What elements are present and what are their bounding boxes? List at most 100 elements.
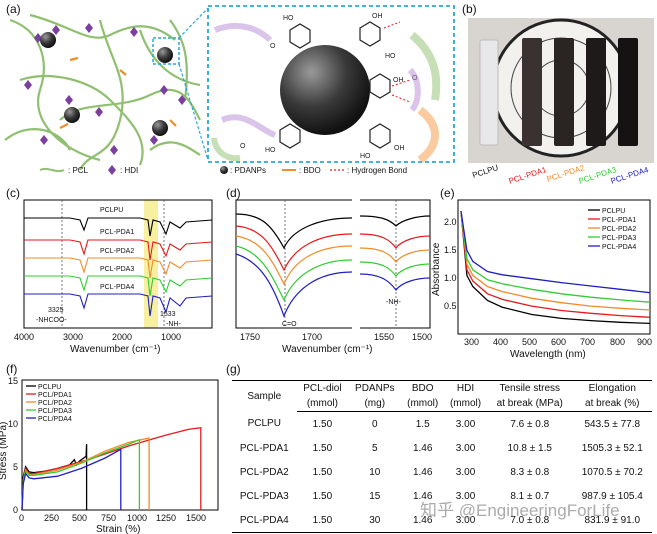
uv-series-5 xyxy=(460,211,651,294)
stress-strain-chart: 0 5 10 15 0 250 500 750 1000 1250 1500 S… xyxy=(0,376,219,534)
panel-label-f: (f) xyxy=(6,362,18,376)
label-ho-3: HO xyxy=(265,147,276,154)
table-header-elongation: Elongation xyxy=(572,380,652,396)
uv-series-4 xyxy=(460,211,651,303)
table-row: PCLPU 1.50 0 1.5 3.00 7.6 ± 0.8 543.5 ± 77.8 xyxy=(232,412,652,437)
svg-text:1700: 1700 xyxy=(302,332,322,342)
pdanp-large-sphere xyxy=(280,45,370,135)
svg-text:3000: 3000 xyxy=(63,332,83,342)
uv-legend-pda1: PCL-PDA1 xyxy=(602,217,636,224)
table-cell: 8.3 ± 0.8 xyxy=(510,466,550,478)
table-cell: 543.5 ± 77.8 xyxy=(584,418,641,430)
zoom-detail-frame xyxy=(207,5,455,163)
table-cell: 3.00 xyxy=(455,418,476,430)
uv-chart: 0.5 1.0 1.5 2.0 300 400 500 600 700 800 … xyxy=(431,199,652,360)
table-cell: 8.1 ± 0.7 xyxy=(510,490,550,502)
svg-text:10: 10 xyxy=(8,419,18,429)
table-cell: 10.8 ± 1.5 xyxy=(507,442,552,454)
table-header-hdi: HDI xyxy=(444,380,487,396)
table-cell: 831.9 ± 91.0 xyxy=(572,508,652,533)
table-row: PCL-PDA4 1.50 30 1.46 3.00 7.0 ± 0.8 831.9 ± 9… xyxy=(232,508,652,533)
svg-text:4000: 4000 xyxy=(14,332,34,342)
svg-text:2.0: 2.0 xyxy=(444,217,457,227)
label-o-2: O xyxy=(240,143,246,150)
panel-label-d: (d) xyxy=(226,186,241,200)
table-header-bdo: BDO xyxy=(401,380,445,396)
panel-label-c: (c) xyxy=(6,186,20,200)
table-cell: 1.50 xyxy=(312,418,333,430)
ftir-trace-pda2 xyxy=(24,257,213,279)
hdi-chain-bottom xyxy=(220,114,277,138)
stress-legend: PCLPU PCL/PDA1 PCL/PDA2 PCL/PDA3 PCL/PDA… xyxy=(26,384,72,423)
stress-legend-pclpu: PCLPU xyxy=(38,384,61,391)
table-cell: 5 xyxy=(371,442,378,454)
table-cell: 1.46 xyxy=(412,466,433,478)
stress-y-label: Stress (MPa) xyxy=(0,422,9,480)
table-cell: PCL-PDA1 xyxy=(239,442,289,454)
legend-hdi: : HDI xyxy=(120,166,138,175)
stress-legend-pda2: PCL/PDA2 xyxy=(38,400,72,407)
uv-series-1 xyxy=(460,211,651,325)
hdi-chain-right xyxy=(407,67,421,112)
table-cell: 1.50 xyxy=(312,490,333,502)
table-cell: 1070.5 ± 70.2 xyxy=(581,466,643,478)
label-ho-1: HO xyxy=(283,15,294,22)
ftir-trace-pda1 xyxy=(24,239,213,261)
label-ho-4: HO xyxy=(360,153,371,160)
table-cell: 30 xyxy=(348,508,402,533)
zoom-ann-co: C=O xyxy=(282,321,297,328)
svg-text:700: 700 xyxy=(580,337,595,347)
stress-legend-pda1: PCL/PDA1 xyxy=(38,392,72,399)
svg-text:400: 400 xyxy=(493,337,508,347)
svg-text:0: 0 xyxy=(13,505,18,515)
table-row: PCL-PDA1 1.50 5 1.46 3.00 10.8 ± 1.5 1505.3 ± … xyxy=(232,436,652,460)
svg-text:2000: 2000 xyxy=(112,332,132,342)
hdi-chain-top xyxy=(213,22,273,43)
table-header-pdanps-unit: (mg) xyxy=(348,396,402,412)
table-row: PCL-PDA3 1.50 15 1.46 3.00 8.1 ± 0.7 987.9 ± 1… xyxy=(232,484,652,508)
label-oh-3: OH xyxy=(394,145,405,152)
uv-series-3 xyxy=(460,211,651,311)
ftir-label-pda4: PCL-PDA4 xyxy=(100,284,134,291)
table-header-pcl-diol-unit: (mmol) xyxy=(296,396,349,412)
label-o-1: O xyxy=(270,43,276,50)
table-cell: PCL-PDA3 xyxy=(239,490,289,502)
uv-legend-pda4: PCL-PDA4 xyxy=(602,244,636,251)
uv-y-ticks: 0.5 1.0 1.5 2.0 xyxy=(444,217,457,311)
ftir-label-pda2: PCL-PDA2 xyxy=(100,248,134,255)
zoom-traces xyxy=(235,213,431,318)
composition-table: Sample PCL-diol PDANPs BDO HDI Tensile s… xyxy=(232,380,652,533)
label-oh-2: OH xyxy=(393,77,404,84)
sample-photo xyxy=(468,18,654,163)
legend-pcl: : PCL xyxy=(68,166,89,175)
zoom-trace-pda4 xyxy=(235,253,431,318)
table-cell: 10 xyxy=(369,466,381,478)
table-cell: 1.46 xyxy=(401,508,445,533)
hdi-diamonds xyxy=(24,23,186,155)
table-header-tensile: Tensile stress xyxy=(486,380,573,396)
legend-bdo: : BDO xyxy=(299,166,321,175)
ftir-chart: PCLPU PCL-PDA1 PCL-PDA2 PCL-PDA3 PCL-PDA… xyxy=(14,199,213,355)
svg-text:1750: 1750 xyxy=(240,332,260,342)
table-cell: 3.00 xyxy=(455,466,476,478)
table-header-elongation-unit: at break (%) xyxy=(572,396,652,412)
legend-hydrogen-bond: : Hydrogen Bond xyxy=(347,166,407,175)
ftir-ann-1533: 1533 xyxy=(160,311,176,318)
catechol-rings xyxy=(279,21,391,149)
schematic-figure: HO OH HO OH HO HO OH O O O : PCL : HDI :… xyxy=(4,5,455,175)
svg-text:0.5: 0.5 xyxy=(444,301,457,311)
table-cell: 0 xyxy=(371,418,378,430)
svg-text:1.5: 1.5 xyxy=(444,245,457,255)
uv-legend: PCLPU PCL-PDA1 PCL-PDA2 PCL-PDA3 PCL-PDA… xyxy=(588,208,636,251)
ftir-trace-pclpu xyxy=(24,217,213,237)
stress-legend-pda3: PCL/PDA3 xyxy=(38,408,72,415)
panel-label-a: (a) xyxy=(6,2,21,16)
table-header-tensile-unit: at break (MPa) xyxy=(486,396,573,412)
svg-text:500: 500 xyxy=(522,337,537,347)
uv-x-ticks: 300 400 500 600 700 800 900 xyxy=(464,337,652,347)
watermark: 知乎 @EngineeringForLife xyxy=(420,501,620,520)
table-header-pdanps: PDANPs xyxy=(348,380,402,396)
schematic-legend: : PCL : HDI : PDANPs : BDO : Hydrogen Bo… xyxy=(39,165,407,175)
table-cell: 3.00 xyxy=(455,442,476,454)
ftir-ann-nh: -NH- xyxy=(166,321,181,328)
